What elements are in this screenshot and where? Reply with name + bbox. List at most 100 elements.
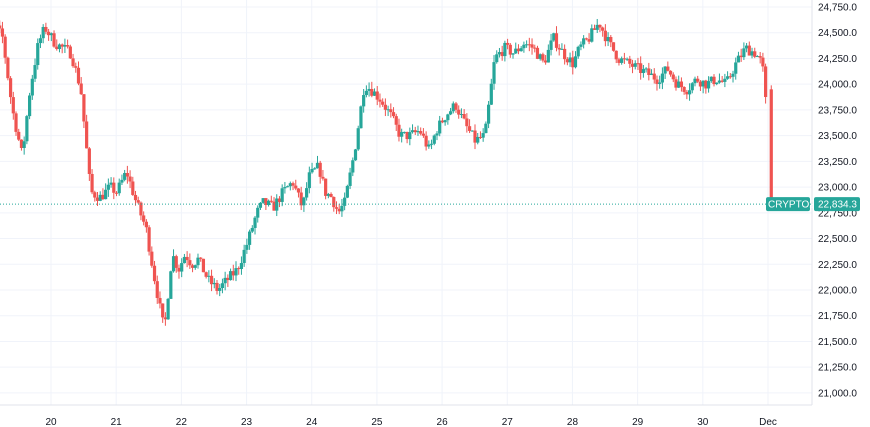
candle-body bbox=[0, 28, 5, 37]
candle-body bbox=[150, 251, 154, 266]
candle-body bbox=[310, 168, 314, 173]
candle-body bbox=[717, 80, 722, 83]
candle-body bbox=[272, 201, 276, 211]
candle-body bbox=[226, 277, 230, 281]
candle-body bbox=[223, 277, 227, 284]
candle-body bbox=[628, 58, 632, 64]
candle-body bbox=[682, 87, 686, 92]
candle-body bbox=[332, 196, 336, 208]
candle-body bbox=[505, 42, 510, 45]
candle-body bbox=[66, 45, 70, 47]
candle-body bbox=[660, 73, 665, 83]
candle-body bbox=[451, 103, 455, 112]
candle-body bbox=[706, 81, 711, 89]
candle-body bbox=[188, 260, 192, 266]
candle-body bbox=[402, 131, 406, 133]
candle-body bbox=[416, 131, 420, 133]
candle-body bbox=[294, 185, 298, 189]
candle-body bbox=[364, 90, 368, 96]
candle-body bbox=[112, 182, 116, 193]
candle-body bbox=[359, 106, 363, 129]
candle-body bbox=[511, 53, 515, 55]
candle-body bbox=[769, 89, 773, 205]
candle-body bbox=[0, 25, 2, 29]
candle-body bbox=[668, 70, 673, 75]
candle-body bbox=[30, 78, 34, 96]
candle-body bbox=[495, 54, 499, 63]
candle-body bbox=[438, 120, 442, 134]
candle-body bbox=[256, 207, 260, 218]
candle-body bbox=[3, 36, 7, 58]
last-price-label: 22,834.3 bbox=[818, 200, 857, 211]
candle-body bbox=[215, 282, 219, 291]
candle-body bbox=[448, 111, 453, 115]
candle-body bbox=[527, 44, 531, 46]
symbol-tag-label: CRYPTO20 bbox=[768, 200, 821, 211]
candle-body bbox=[367, 88, 371, 91]
candle-body bbox=[538, 54, 542, 59]
candle-body bbox=[55, 46, 59, 50]
candle-body bbox=[476, 136, 480, 143]
candle-body bbox=[280, 188, 284, 202]
candle-body bbox=[734, 62, 738, 74]
candle-body bbox=[98, 194, 102, 201]
candle-body bbox=[152, 265, 157, 282]
candle-body bbox=[655, 79, 659, 84]
candle-body bbox=[410, 130, 415, 133]
candle-body bbox=[131, 181, 135, 195]
candle-body bbox=[261, 198, 265, 203]
candle-body bbox=[677, 81, 681, 88]
candle-body bbox=[166, 298, 170, 320]
candle-body bbox=[52, 33, 56, 47]
candle-body bbox=[128, 176, 132, 182]
candle-body bbox=[750, 51, 754, 56]
candle-body bbox=[611, 42, 616, 51]
candle-body bbox=[269, 200, 273, 202]
candle-body bbox=[343, 197, 347, 206]
candle-body bbox=[715, 82, 719, 85]
time-axis[interactable]: 20 21 22 23 24 25 26 27 28 29 30 Dec bbox=[45, 417, 776, 427]
candle-body bbox=[356, 128, 360, 150]
y-tick-label: 22,750.0 bbox=[818, 208, 857, 219]
y-tick-label: 22,250.0 bbox=[818, 260, 857, 271]
candle-body bbox=[253, 217, 257, 228]
candle-body bbox=[679, 81, 684, 88]
candle-body bbox=[446, 114, 450, 121]
candle-body bbox=[557, 47, 561, 50]
candle-body bbox=[571, 57, 575, 68]
candle-body bbox=[649, 73, 654, 76]
candle-body bbox=[386, 109, 390, 111]
candle-body bbox=[318, 162, 322, 177]
candle-body bbox=[525, 44, 529, 46]
candle-body bbox=[74, 66, 78, 68]
candle-body bbox=[687, 90, 692, 95]
candle-body bbox=[33, 65, 37, 79]
x-tick-label: 22 bbox=[176, 417, 188, 427]
candle-body bbox=[41, 26, 45, 39]
candle-body bbox=[8, 78, 13, 98]
candle-body bbox=[658, 82, 662, 84]
candle-body bbox=[291, 183, 295, 186]
candle-body bbox=[535, 47, 540, 59]
candle-body bbox=[696, 78, 700, 82]
price-axis[interactable]: 21,000.0 21,250.0 21,500.0 21,750.0 22,000.0… bbox=[818, 3, 857, 400]
candle-body bbox=[519, 48, 523, 52]
candle-body bbox=[625, 58, 629, 60]
candle-body bbox=[258, 202, 263, 208]
y-tick-label: 22,000.0 bbox=[818, 286, 857, 297]
candle-body bbox=[560, 48, 564, 50]
candle-body bbox=[568, 57, 572, 63]
candle-body bbox=[424, 135, 428, 147]
candle-body bbox=[725, 76, 730, 79]
y-tick-label: 24,750.0 bbox=[818, 3, 857, 14]
candle-body bbox=[530, 44, 534, 48]
y-tick-label: 24,250.0 bbox=[818, 54, 857, 65]
candle-body bbox=[663, 66, 667, 74]
candle-body bbox=[728, 76, 732, 78]
candle-body bbox=[180, 263, 184, 272]
candle-body bbox=[264, 198, 268, 206]
candle-body bbox=[563, 48, 567, 60]
candle-body bbox=[104, 189, 108, 200]
candle-body bbox=[421, 133, 426, 136]
